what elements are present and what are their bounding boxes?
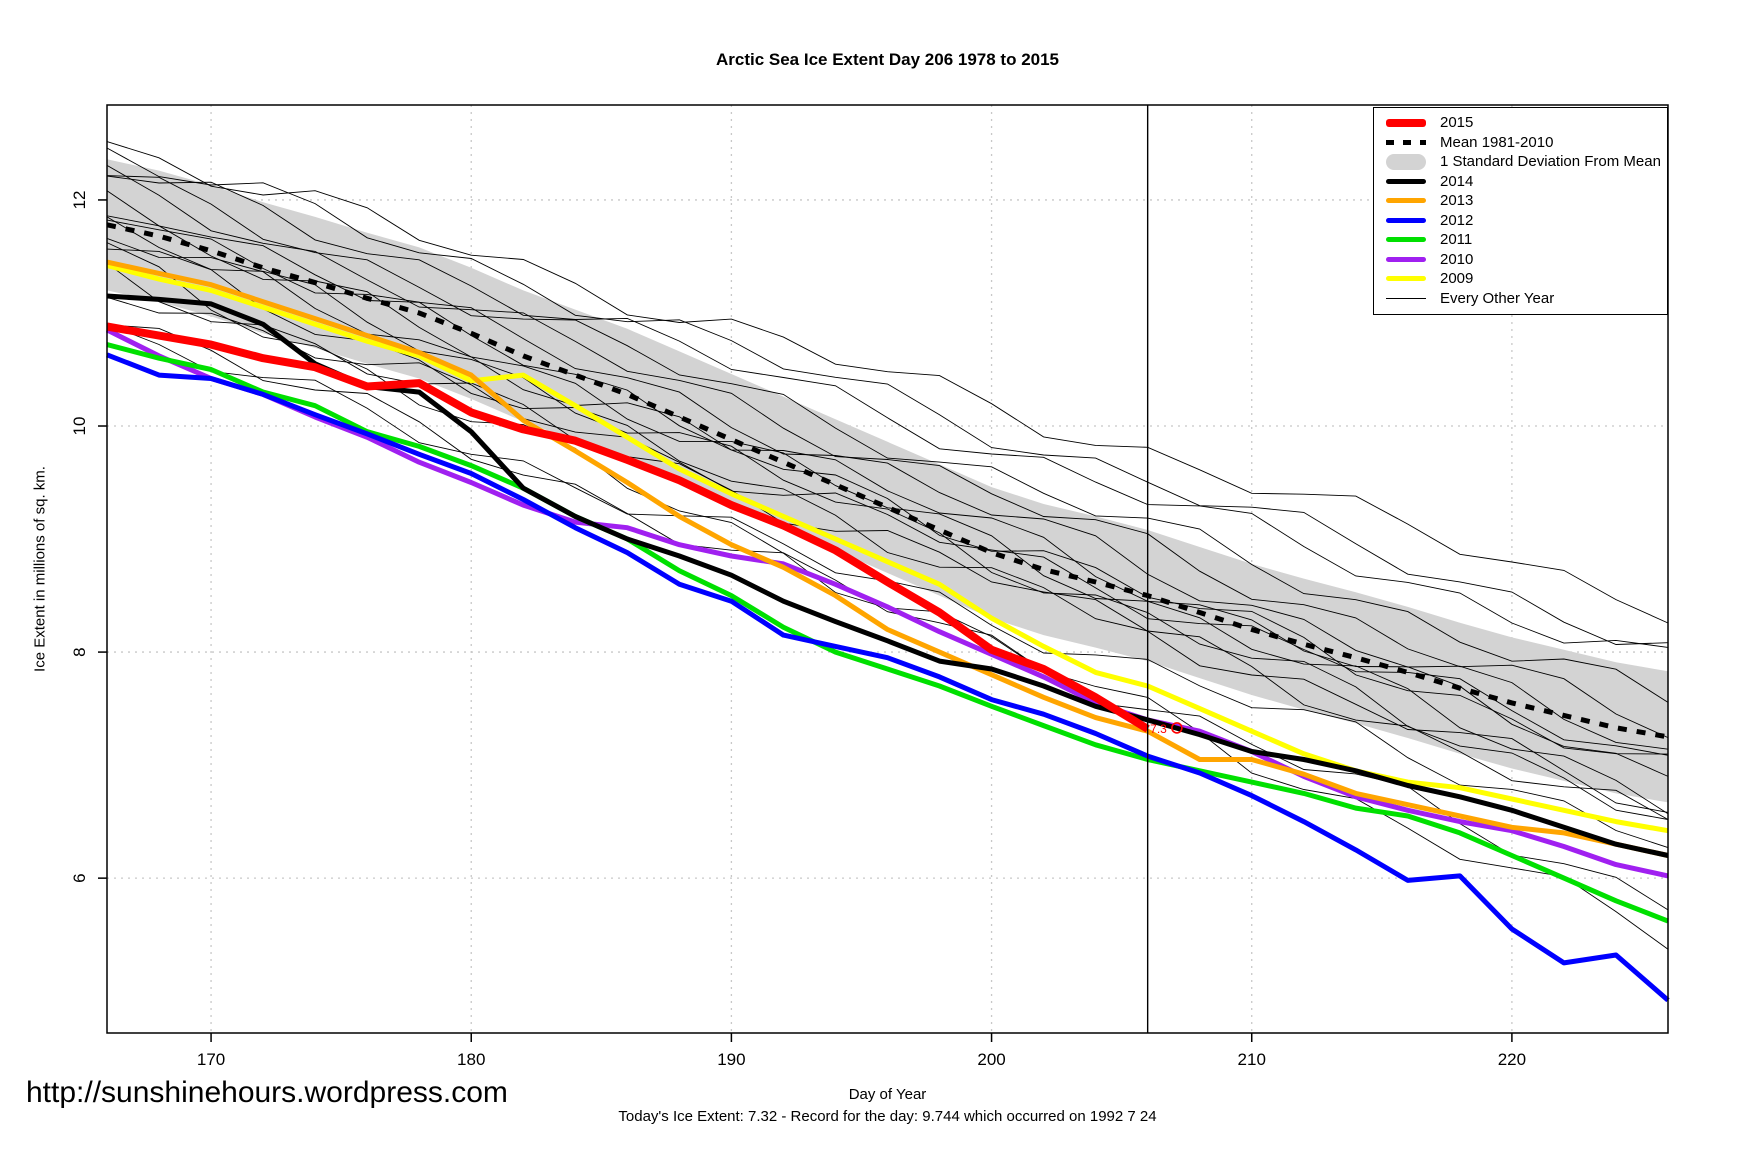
every-other-year-line [106, 165, 1669, 739]
legend-label: Every Other Year [1440, 289, 1555, 307]
x-tick-label: 200 [977, 1050, 1005, 1069]
chart-title: Arctic Sea Ice Extent Day 206 1978 to 20… [715, 50, 1060, 69]
every-other-year-line [106, 141, 1669, 624]
legend-swatch [1386, 153, 1426, 170]
series-2015 [106, 322, 1150, 733]
legend-item-2012: 2012 [1374, 211, 1667, 231]
legend-item-2009: 2009 [1374, 269, 1667, 289]
every-other-year-line [106, 147, 1669, 645]
legend-swatch-shape [1386, 276, 1426, 282]
legend-label: 2010 [1440, 250, 1474, 268]
legend-swatch-shape [1386, 198, 1426, 204]
series-2009 [106, 263, 1669, 834]
every-other-year-line [106, 262, 1669, 813]
x-axis-title: Day of Year [848, 1086, 927, 1103]
x-tick-label: 180 [457, 1050, 485, 1069]
legend-swatch-shape [1386, 237, 1426, 243]
legend-swatch [1386, 217, 1426, 223]
legend-item-every-other-year: Every Other Year [1374, 289, 1667, 309]
legend-item-1-standard-deviation-from-mean: 1 Standard Deviation From Mean [1374, 152, 1667, 172]
today-point-marker [1171, 722, 1183, 734]
legend-item-2010: 2010 [1374, 250, 1667, 270]
legend-swatch [1386, 276, 1426, 282]
series-2013 [106, 259, 1669, 858]
series-2010 [105, 327, 1669, 879]
legend-item-mean-1981-2010: Mean 1981-2010 [1374, 133, 1667, 153]
legend-swatch-shape [1386, 217, 1426, 223]
x-tick-label: 210 [1238, 1050, 1266, 1069]
legend-swatch-shape [1386, 153, 1426, 170]
legend-swatch [1386, 198, 1426, 204]
y-tick-label: 8 [70, 647, 89, 656]
plot-border [106, 104, 1669, 1034]
y-tick-label: 6 [70, 873, 89, 882]
legend-label: 2014 [1440, 172, 1474, 190]
footer-note: Today's Ice Extent: 7.32 - Record for th… [618, 1108, 1157, 1125]
every-other-year-line [106, 175, 1669, 703]
legend-swatch [1386, 297, 1426, 299]
legend-swatch-shape [1386, 139, 1426, 145]
legend-label: 1 Standard Deviation From Mean [1440, 153, 1661, 171]
legend: 2015 Mean 1981-2010 1 Standard Deviation F… [1373, 107, 1668, 315]
legend-swatch [1386, 237, 1426, 243]
legend-label: 2015 [1440, 114, 1474, 132]
mean-line [106, 222, 1669, 740]
legend-swatch-shape [1386, 297, 1426, 299]
legend-swatch [1386, 139, 1426, 145]
x-tick-label: 170 [197, 1050, 225, 1069]
legend-item-2015: 2015 [1374, 113, 1667, 133]
every-other-year-line [106, 175, 1669, 648]
today-value-label: 7.3 [1150, 722, 1167, 736]
legend-item-2011: 2011 [1374, 230, 1667, 250]
legend-item-2013: 2013 [1374, 191, 1667, 211]
url-watermark: http://sunshinehours.wordpress.com [26, 1076, 508, 1109]
legend-label: Mean 1981-2010 [1440, 133, 1554, 151]
legend-label: 2013 [1440, 192, 1474, 210]
x-tick-label: 220 [1498, 1050, 1526, 1069]
legend-swatch-shape [1386, 256, 1426, 262]
legend-label: 2011 [1440, 231, 1473, 249]
std-deviation-band [107, 159, 1668, 803]
y-tick-label: 10 [70, 417, 89, 436]
legend-swatch [1386, 178, 1426, 184]
every-other-year-line [106, 219, 1669, 777]
x-tick-label: 190 [717, 1050, 745, 1069]
legend-label: 2012 [1440, 211, 1474, 229]
legend-swatch [1386, 256, 1426, 262]
legend-label: 2009 [1440, 270, 1474, 288]
legend-swatch-shape [1386, 178, 1426, 184]
series-2012 [106, 352, 1670, 1003]
y-tick-label: 12 [70, 190, 89, 209]
legend-swatch-shape [1386, 118, 1426, 127]
every-other-year-line [106, 296, 1669, 756]
every-other-year-line [106, 215, 1669, 815]
legend-item-2014: 2014 [1374, 172, 1667, 192]
legend-swatch [1386, 118, 1426, 127]
